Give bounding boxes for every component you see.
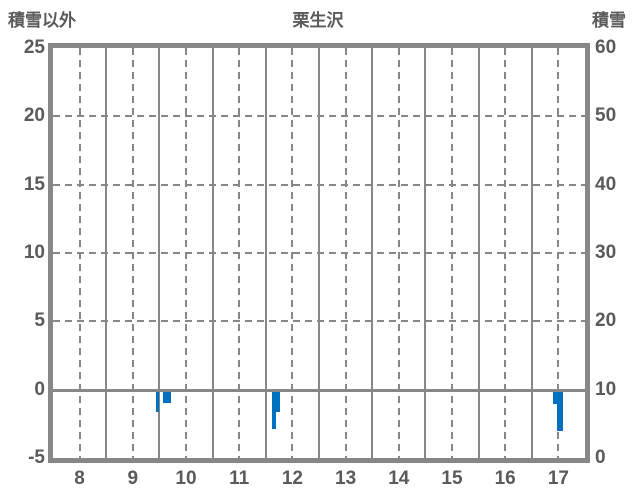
x-axis-tick-label: 9 [127, 468, 139, 489]
x-axis-tick-label: 17 [547, 468, 569, 489]
left-axis-tick-label: 5 [34, 310, 45, 332]
right-axis-tick-label: 50 [595, 105, 617, 127]
left-axis-tick-label: 0 [34, 378, 45, 400]
horizontal-gridline [53, 115, 585, 118]
right-axis-tick-label: 0 [595, 447, 606, 468]
right-axis-tick-label: 20 [595, 310, 617, 332]
left-axis-tick-label: 15 [23, 173, 45, 195]
bar [271, 389, 276, 430]
horizontal-gridline [53, 320, 585, 323]
x-axis-tick-label: 11 [229, 468, 250, 489]
x-axis-tick-label: 14 [388, 468, 410, 489]
chart-title: 栗生沢 [292, 11, 344, 30]
right-axis-tick-label: 30 [595, 242, 617, 263]
x-axis-tick-label: 16 [494, 468, 516, 489]
zero-gridline [53, 388, 585, 392]
right-axis-title: 積雪 [592, 11, 626, 30]
left-axis-tick-label: 10 [23, 242, 45, 263]
right-axis-tick-label: 10 [595, 378, 617, 400]
bar [556, 389, 563, 431]
right-axis-tick-label: 40 [595, 173, 617, 195]
x-axis-tick-label: 12 [281, 468, 303, 489]
right-axis-tick-label: 60 [595, 37, 617, 58]
x-axis-tick-label: 15 [441, 468, 463, 489]
bar [275, 389, 281, 412]
left-axis-tick-label: -5 [28, 447, 45, 468]
left-axis-tick-label: 25 [23, 37, 45, 58]
bar [162, 389, 171, 403]
x-axis-tick-label: 8 [74, 468, 85, 489]
x-axis-tick-label: 13 [335, 468, 357, 489]
horizontal-gridline [53, 183, 585, 186]
bar [155, 389, 160, 412]
left-axis-tick-label: 20 [23, 105, 45, 127]
left-axis-title: 積雪以外 [8, 11, 76, 30]
horizontal-gridline [53, 252, 585, 254]
x-axis-tick-label: 10 [175, 468, 197, 489]
bar [552, 389, 557, 404]
